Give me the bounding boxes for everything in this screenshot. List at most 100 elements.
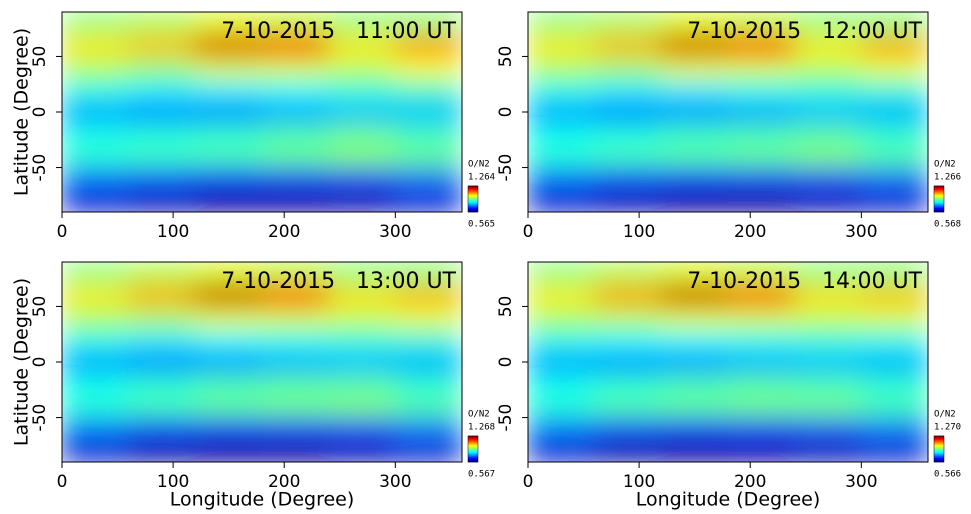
- heatmap-cell: [860, 328, 928, 352]
- heatmap-cell: [128, 283, 196, 307]
- colorbar-tick-label: 1.266: [934, 173, 961, 183]
- heatmap-cell: [528, 122, 596, 146]
- heatmap-cell: [660, 189, 729, 212]
- heatmap: [62, 12, 462, 212]
- heatmap-cell: [727, 439, 796, 462]
- heatmap-cell: [727, 372, 796, 396]
- heatmap-cell: [794, 283, 862, 307]
- heatmap-cell: [660, 305, 729, 330]
- heatmap-cell: [394, 394, 462, 419]
- y-axis-label: Latitude (Degree): [11, 28, 33, 196]
- heatmap-cell: [261, 33, 330, 57]
- heatmap-cell: [261, 144, 330, 169]
- heatmap-cell: [794, 12, 862, 35]
- heatmap-cell: [860, 12, 928, 35]
- heatmap-cell: [261, 12, 330, 35]
- heatmap-cell: [62, 417, 130, 441]
- heatmap-cell: [128, 394, 196, 419]
- heatmap-cell: [528, 100, 596, 124]
- y-tick-label: -50: [496, 154, 516, 182]
- x-tick-label: 300: [845, 472, 877, 492]
- heatmap-cell: [328, 167, 396, 191]
- heatmap-cell: [727, 144, 796, 169]
- heatmap-cell: [194, 439, 263, 462]
- heatmap-cell: [860, 394, 928, 419]
- y-tick-label: 0: [30, 357, 50, 368]
- heatmap-cell: [660, 262, 729, 285]
- y-tick-label: -50: [496, 404, 516, 432]
- heatmap-cell: [62, 439, 130, 462]
- heatmap: [528, 262, 928, 462]
- heatmap-cell: [128, 328, 196, 352]
- heatmap-cell: [528, 167, 596, 191]
- colorbar: [467, 435, 479, 463]
- y-tick-label: 50: [30, 46, 50, 68]
- heatmap-cell: [727, 417, 796, 441]
- heatmap-cell: [528, 283, 596, 307]
- heatmap-cell: [394, 78, 462, 102]
- x-tick-label: 200: [268, 472, 300, 492]
- heatmap-cell: [594, 55, 662, 80]
- heatmap-clip: [62, 12, 462, 212]
- heatmap-cell: [62, 350, 130, 374]
- heatmap-cell: [128, 350, 196, 374]
- heatmap-cell: [328, 78, 396, 102]
- heatmap-cell: [860, 350, 928, 374]
- heatmap-cell: [860, 372, 928, 396]
- heatmap-cell: [528, 33, 596, 57]
- heatmap-cell: [394, 350, 462, 374]
- heatmap-cell: [594, 350, 662, 374]
- heatmap-cell: [860, 78, 928, 102]
- heatmap-cell: [727, 167, 796, 191]
- heatmap-cell: [794, 328, 862, 352]
- heatmap-cell: [194, 283, 263, 307]
- heatmap-cell: [194, 262, 263, 285]
- heatmap-cell: [594, 144, 662, 169]
- heatmap-cell: [727, 78, 796, 102]
- x-axis-label: Longitude (Degree): [170, 489, 355, 511]
- heatmap-cell: [528, 144, 596, 169]
- heatmap-cell: [128, 417, 196, 441]
- heatmap-cell: [328, 262, 396, 285]
- heatmap-cell: [194, 33, 263, 57]
- heatmap-cell: [128, 78, 196, 102]
- x-tick-label: 300: [379, 472, 411, 492]
- heatmap-cell: [727, 262, 796, 285]
- heatmap-cell: [394, 144, 462, 169]
- heatmap-cell: [860, 283, 928, 307]
- heatmap-cell: [394, 328, 462, 352]
- heatmap-clip: [528, 12, 928, 212]
- heatmap-cell: [394, 283, 462, 307]
- heatmap-cell: [860, 167, 928, 191]
- heatmap: [528, 12, 928, 212]
- heatmap-cell: [594, 305, 662, 330]
- heatmap-cell: [261, 394, 330, 419]
- x-tick-label: 100: [623, 472, 655, 492]
- heatmap-cell: [660, 417, 729, 441]
- heatmap-cell: [660, 33, 729, 57]
- heatmap-cell: [62, 144, 130, 169]
- heatmap-cell: [727, 283, 796, 307]
- heatmap-cell: [394, 122, 462, 146]
- heatmap-cell: [62, 55, 130, 80]
- heatmap-cell: [660, 350, 729, 374]
- heatmap-cell: [261, 262, 330, 285]
- heatmap-cell: [794, 262, 862, 285]
- heatmap-cell: [660, 12, 729, 35]
- heatmap-cell: [860, 144, 928, 169]
- heatmap-cell: [860, 100, 928, 124]
- heatmap-cell: [261, 305, 330, 330]
- heatmap-cell: [194, 394, 263, 419]
- heatmap-cell: [261, 283, 330, 307]
- x-tick-label: 200: [734, 222, 766, 242]
- heatmap-cell: [860, 439, 928, 462]
- panel: 0 100 200 300 -50 0 50 7-10-2015 11:00 UT Latitu…: [11, 11, 495, 242]
- panel: 0 100 200 300 -50 0 50 7-10-2015 14:00 UT Longit…: [496, 261, 961, 511]
- heatmap-cell: [194, 100, 263, 124]
- colorbar-tick-label: 1.270: [934, 423, 961, 433]
- heatmap-cell: [660, 328, 729, 352]
- heatmap-cell: [328, 372, 396, 396]
- heatmap-cell: [727, 394, 796, 419]
- heatmap-cell: [328, 350, 396, 374]
- heatmap-cell: [261, 372, 330, 396]
